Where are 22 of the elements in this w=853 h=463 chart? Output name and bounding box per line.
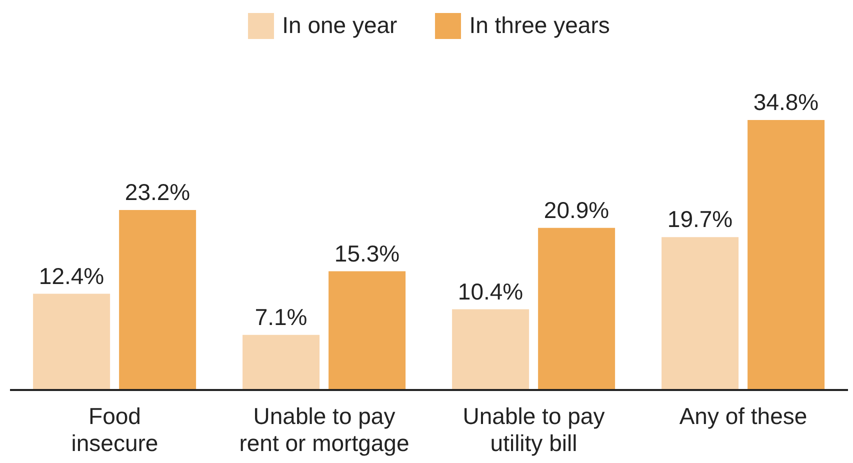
bar xyxy=(452,309,530,390)
bar xyxy=(119,210,196,390)
bar xyxy=(33,294,110,390)
x-tick-label: Food insecure xyxy=(71,403,158,456)
data-label: 19.7% xyxy=(667,206,733,232)
data-label: 23.2% xyxy=(124,179,190,205)
data-label: 12.4% xyxy=(38,262,104,289)
data-label: 20.9% xyxy=(544,196,610,223)
x-tick-label: Any of these xyxy=(679,403,808,429)
bar xyxy=(328,271,406,390)
bar xyxy=(662,237,739,390)
legend-label: In three years xyxy=(469,12,610,39)
bar xyxy=(538,228,616,390)
legend-label: In one year xyxy=(282,12,398,39)
data-label: 34.8% xyxy=(753,89,819,115)
bar xyxy=(748,120,825,390)
data-label: 7.1% xyxy=(254,304,308,330)
x-tick-label: Unable to pay rent or mortgage xyxy=(239,403,410,456)
x-tick-label: Unable to pay utility bill xyxy=(462,403,606,456)
bar xyxy=(242,334,320,390)
data-label: 15.3% xyxy=(334,240,400,266)
data-label: 10.4% xyxy=(458,278,524,304)
